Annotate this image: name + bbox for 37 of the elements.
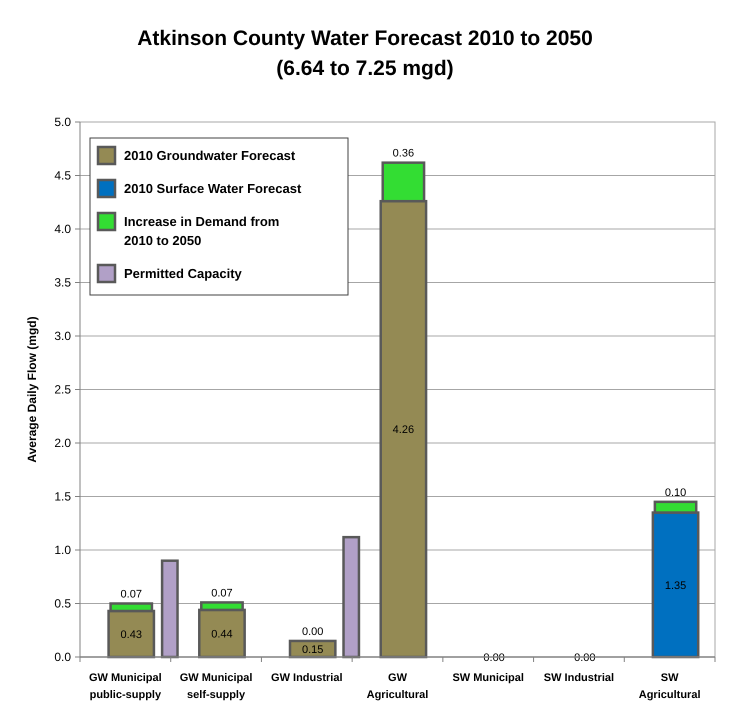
bar — [160, 559, 179, 658]
annotation: 0.00 — [302, 626, 324, 638]
data-label: 4.26 — [392, 424, 414, 436]
y-tick-label: 4.0 — [54, 222, 72, 236]
x-tick-label: SW Agricultural — [638, 672, 701, 701]
x-tick-label: GW Agricultural — [366, 672, 428, 701]
data-label: 0.07 — [120, 588, 142, 600]
bar — [342, 536, 360, 658]
x-tick-label: GW Municipal self-supply — [180, 672, 252, 701]
chart-subtitle: (6.64 to 7.25 mgd) — [276, 57, 454, 80]
data-label: 1.35 — [664, 580, 686, 592]
legend-label: Increase in Demand from 2010 to 2050 — [124, 214, 280, 248]
y-tick-label: 0.5 — [54, 596, 72, 610]
y-tick-label: 1.5 — [54, 490, 72, 504]
y-tick-label: 1.0 — [54, 543, 72, 557]
legend-label: Permitted Capacity — [124, 266, 243, 281]
y-axis-title: Average Daily Flow (mgd) — [25, 316, 39, 463]
data-label: 0.10 — [664, 486, 686, 499]
y-tick-label: 2.5 — [54, 382, 72, 396]
legend-label: 2010 Groundwater Forecast — [124, 148, 296, 163]
x-tick-label: SW Municipal — [452, 672, 524, 684]
y-tick-label: 5.0 — [54, 115, 72, 129]
x-tick-label: GW Industrial — [271, 672, 343, 684]
data-label: 0.07 — [211, 587, 233, 600]
y-tick-label: 0.0 — [54, 650, 72, 664]
y-tick-label: 4.5 — [54, 168, 72, 182]
y-tick-label: 3.0 — [54, 329, 72, 343]
x-tick-label: SW Industrial — [544, 672, 614, 684]
data-label: 0.43 — [120, 628, 142, 641]
data-label: 0.15 — [302, 644, 324, 656]
y-tick-label: 3.5 — [54, 276, 72, 290]
data-label: 0.36 — [392, 148, 414, 160]
chart-title: Atkinson County Water Forecast 2010 to 2050 — [137, 27, 593, 50]
data-label: 0.44 — [211, 628, 233, 640]
legend-label: 2010 Surface Water Forecast — [124, 181, 302, 196]
x-tick-label: GW Municipal public-supply — [88, 672, 162, 701]
y-tick-label: 2.0 — [54, 436, 72, 450]
